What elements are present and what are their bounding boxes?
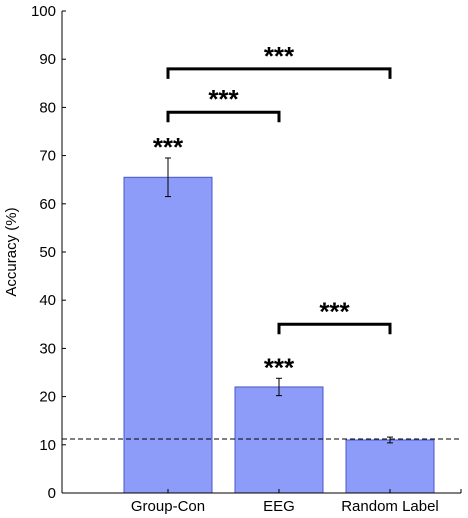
x-tick-label-1: EEG [263, 498, 295, 515]
comparison-bracket-1 [166, 67, 392, 79]
bar-2 [345, 439, 435, 494]
comparison-bracket-2 [277, 322, 392, 335]
y-axis-title: Accuracy (%) [3, 207, 20, 296]
y-tick-label-6: 60 [39, 196, 56, 213]
y-tick-label-10: 100 [31, 3, 56, 20]
bar-0 [123, 176, 213, 494]
axes-layer: 0 10 20 30 40 50 60 70 80 90 100 Group-Con EEG Random… [31, 3, 462, 515]
comparison-significance-2: *** [319, 296, 350, 326]
y-tick-label-5: 50 [39, 244, 56, 261]
bar-significance-0: *** [153, 132, 184, 162]
annotation-layer: *** *** *** *** *** [153, 41, 392, 382]
y-tick-label-2: 20 [39, 389, 56, 406]
comparison-significance-0: *** [208, 84, 239, 114]
y-tick-label-9: 90 [39, 51, 56, 68]
y-tick-label-0: 0 [48, 485, 56, 502]
bar-1 [234, 386, 324, 494]
x-tick-label-0: Group-Con [131, 498, 205, 515]
bar-significance-1: *** [264, 352, 295, 382]
comparison-bracket-0 [166, 110, 281, 123]
y-tick-label-7: 70 [39, 148, 56, 165]
x-tick-label-2: Random Label [341, 498, 439, 515]
y-tick-label-8: 80 [39, 99, 56, 116]
y-tick-label-4: 40 [39, 292, 56, 309]
y-tick-label-3: 30 [39, 340, 56, 357]
bars-layer [123, 157, 435, 494]
comparison-significance-1: *** [264, 41, 295, 71]
y-tick-label-1: 10 [39, 437, 56, 454]
